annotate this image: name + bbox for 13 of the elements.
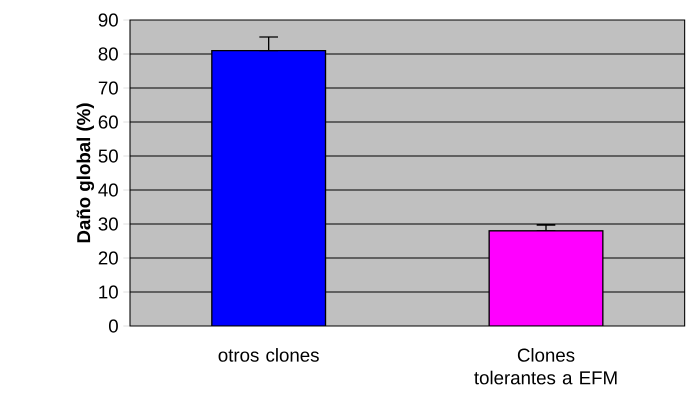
y-tick-label: 60 <box>98 115 118 129</box>
y-tick-label: 50 <box>98 149 118 163</box>
y-tick-label: 20 <box>98 251 118 265</box>
y-tick-label: 80 <box>98 47 118 61</box>
y-tick-label: 10 <box>99 285 118 299</box>
x-tick-label: Clones tolerantes a EFM <box>474 348 617 384</box>
y-tick-label: 70 <box>98 81 118 95</box>
y-tick-label: 40 <box>98 183 118 197</box>
y-tick-label: 30 <box>98 217 118 231</box>
x-tick-label: otros clones <box>218 348 319 362</box>
y-axis-title: Daño global (%) <box>76 103 94 242</box>
y-tick-label: 90 <box>98 13 118 27</box>
y-tick-label: 0 <box>108 319 118 333</box>
